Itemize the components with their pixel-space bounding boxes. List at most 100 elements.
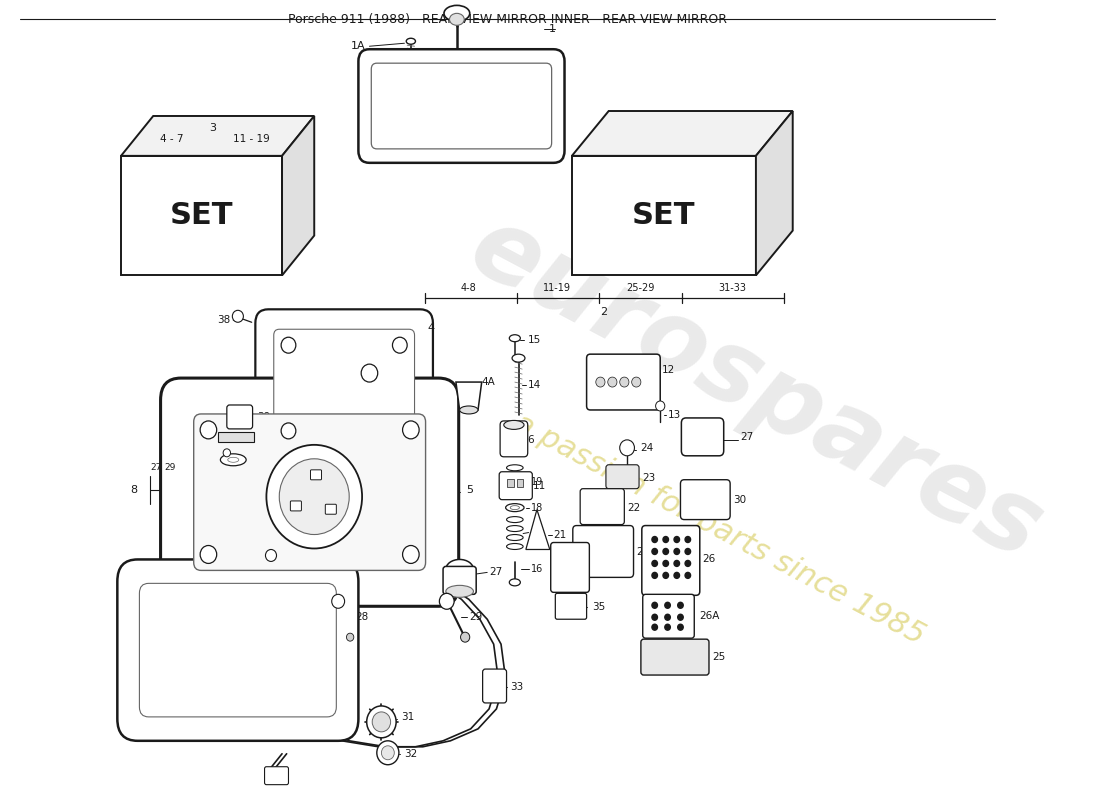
Circle shape bbox=[663, 561, 669, 566]
Circle shape bbox=[282, 423, 296, 439]
Polygon shape bbox=[756, 111, 793, 275]
Bar bbox=[507, 478, 514, 486]
Circle shape bbox=[664, 614, 670, 620]
Circle shape bbox=[678, 602, 683, 608]
Circle shape bbox=[439, 594, 454, 610]
Text: 2: 2 bbox=[601, 307, 607, 318]
FancyBboxPatch shape bbox=[290, 501, 301, 511]
Text: 20: 20 bbox=[636, 547, 649, 558]
Circle shape bbox=[663, 537, 669, 542]
Circle shape bbox=[332, 594, 344, 608]
Ellipse shape bbox=[406, 38, 416, 44]
Text: SET: SET bbox=[632, 201, 695, 230]
Circle shape bbox=[664, 624, 670, 630]
Circle shape bbox=[372, 712, 390, 732]
Text: 32: 32 bbox=[405, 749, 418, 758]
Text: 22: 22 bbox=[627, 502, 640, 513]
Text: 4A: 4A bbox=[482, 377, 495, 387]
Bar bbox=[517, 478, 524, 486]
Text: 15: 15 bbox=[528, 335, 541, 346]
Text: 5: 5 bbox=[466, 485, 473, 494]
Text: 11-19: 11-19 bbox=[543, 283, 571, 294]
Text: 33: 33 bbox=[510, 682, 524, 692]
Text: 28: 28 bbox=[355, 612, 368, 622]
Circle shape bbox=[461, 632, 470, 642]
Text: 6: 6 bbox=[528, 435, 535, 445]
FancyBboxPatch shape bbox=[499, 472, 532, 500]
Circle shape bbox=[232, 310, 243, 322]
Text: 24: 24 bbox=[640, 443, 653, 453]
Circle shape bbox=[619, 440, 635, 456]
FancyBboxPatch shape bbox=[642, 594, 694, 638]
Text: 29: 29 bbox=[164, 463, 176, 472]
Text: 4: 4 bbox=[428, 323, 435, 334]
Circle shape bbox=[266, 445, 362, 549]
Bar bbox=[218, 432, 254, 442]
Text: 27: 27 bbox=[490, 567, 503, 578]
Circle shape bbox=[631, 377, 641, 387]
Circle shape bbox=[608, 377, 617, 387]
Circle shape bbox=[382, 746, 394, 760]
Text: 27: 27 bbox=[740, 432, 754, 442]
Circle shape bbox=[652, 549, 658, 554]
FancyBboxPatch shape bbox=[274, 330, 415, 447]
Ellipse shape bbox=[444, 6, 470, 22]
FancyBboxPatch shape bbox=[161, 378, 459, 606]
FancyBboxPatch shape bbox=[372, 63, 551, 149]
Circle shape bbox=[619, 377, 629, 387]
FancyBboxPatch shape bbox=[310, 470, 321, 480]
Text: a passion for parts since 1985: a passion for parts since 1985 bbox=[509, 409, 930, 650]
Text: 34: 34 bbox=[592, 562, 605, 573]
FancyBboxPatch shape bbox=[483, 669, 507, 703]
Polygon shape bbox=[526, 510, 550, 550]
FancyBboxPatch shape bbox=[556, 594, 586, 619]
Circle shape bbox=[393, 338, 407, 353]
Circle shape bbox=[656, 401, 664, 411]
Text: 1A: 1A bbox=[351, 42, 365, 51]
Ellipse shape bbox=[509, 334, 520, 342]
Text: 35: 35 bbox=[592, 602, 605, 612]
Circle shape bbox=[652, 602, 658, 608]
Text: 18: 18 bbox=[530, 502, 542, 513]
Text: 17: 17 bbox=[530, 527, 543, 538]
Circle shape bbox=[223, 449, 231, 457]
FancyBboxPatch shape bbox=[255, 310, 433, 466]
Circle shape bbox=[403, 421, 419, 439]
Text: 31-33: 31-33 bbox=[718, 283, 746, 294]
Text: 21: 21 bbox=[553, 530, 566, 539]
FancyBboxPatch shape bbox=[140, 583, 337, 717]
Polygon shape bbox=[121, 116, 315, 156]
Text: 16: 16 bbox=[530, 565, 542, 574]
Circle shape bbox=[652, 614, 658, 620]
Circle shape bbox=[674, 561, 680, 566]
Circle shape bbox=[674, 549, 680, 554]
Polygon shape bbox=[455, 382, 482, 410]
Text: 25-29: 25-29 bbox=[626, 283, 654, 294]
Text: 29: 29 bbox=[469, 612, 482, 622]
Circle shape bbox=[674, 537, 680, 542]
Polygon shape bbox=[282, 116, 315, 275]
FancyBboxPatch shape bbox=[227, 405, 253, 429]
Text: 4-8: 4-8 bbox=[461, 283, 476, 294]
FancyBboxPatch shape bbox=[641, 526, 700, 595]
Circle shape bbox=[346, 633, 354, 641]
Circle shape bbox=[652, 572, 658, 578]
Text: eurospares: eurospares bbox=[454, 198, 1058, 582]
Circle shape bbox=[652, 624, 658, 630]
FancyBboxPatch shape bbox=[118, 559, 359, 741]
Circle shape bbox=[664, 602, 670, 608]
Text: 30: 30 bbox=[733, 494, 746, 505]
Text: 8: 8 bbox=[131, 485, 138, 494]
Text: 14: 14 bbox=[528, 380, 541, 390]
FancyBboxPatch shape bbox=[326, 504, 337, 514]
Circle shape bbox=[685, 537, 691, 542]
FancyBboxPatch shape bbox=[500, 421, 528, 457]
Bar bbox=[572, 156, 756, 275]
Ellipse shape bbox=[504, 421, 524, 430]
Text: 1: 1 bbox=[549, 24, 556, 34]
Circle shape bbox=[685, 572, 691, 578]
Text: 13: 13 bbox=[668, 410, 681, 420]
Ellipse shape bbox=[509, 579, 520, 586]
Ellipse shape bbox=[446, 586, 473, 598]
FancyBboxPatch shape bbox=[681, 480, 730, 519]
